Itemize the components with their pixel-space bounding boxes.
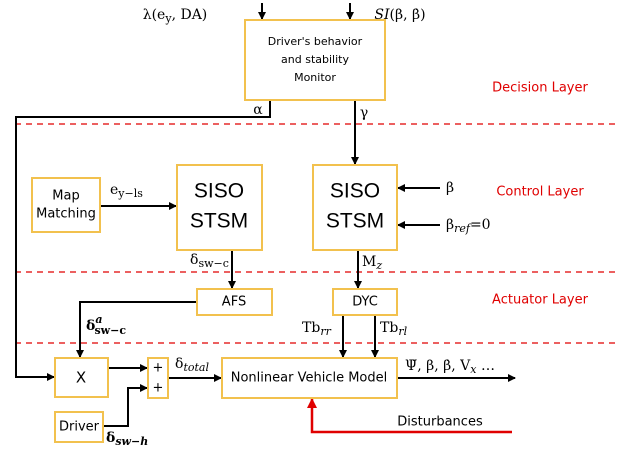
block-label: SISO <box>194 180 244 203</box>
signal-label: SI(β, β̇) <box>374 7 425 23</box>
signal-label: β <box>446 180 454 196</box>
layer-label: Control Layer <box>496 185 584 200</box>
signal-label: δa sw−c <box>86 313 126 337</box>
block-label: Driver <box>59 420 100 435</box>
monitor-block <box>244 19 386 101</box>
layer-label: Actuator Layer <box>492 293 589 308</box>
signal-label: α <box>253 102 263 118</box>
signal-label: Mz <box>362 254 382 272</box>
block-label: Map <box>52 189 79 204</box>
signal-label: Disturbances <box>397 415 483 430</box>
map-block <box>31 177 101 233</box>
signal-label: Ψ̇, β, β̇, Vx … <box>405 358 495 376</box>
block-label: X <box>76 369 86 387</box>
stsm-block <box>312 164 398 251</box>
signal-label: ey−ls <box>110 182 143 200</box>
block-label: Nonlinear Vehicle Model <box>231 371 387 386</box>
block-label: AFS <box>222 295 246 310</box>
driver-block <box>54 411 104 443</box>
block-label: SISO <box>330 180 380 203</box>
arrow <box>76 301 197 358</box>
signal-label: δsw−c <box>190 252 229 270</box>
signal-label: βref=0 <box>446 217 491 235</box>
signal-label: Tbrl <box>380 320 408 338</box>
arrow <box>103 384 148 427</box>
block-label: STSM <box>326 210 384 233</box>
block-label: Matching <box>36 207 96 222</box>
afs-block <box>196 288 273 316</box>
block-label: and stability <box>281 53 349 66</box>
signal-label: δsw−h <box>106 430 148 448</box>
block-label: STSM <box>190 210 248 233</box>
block-label: DYC <box>352 295 378 310</box>
sum-block <box>147 357 169 399</box>
signal-label: Tbrr <box>302 320 332 338</box>
dyc-block <box>332 288 398 316</box>
signal-label: λ(ey, DA) <box>143 7 208 25</box>
block-label: Monitor <box>294 71 336 84</box>
disturbance-arrow <box>307 398 512 434</box>
sum-sign: + <box>153 381 164 396</box>
arrow <box>15 100 271 381</box>
block-label: Driver's behavior <box>268 35 363 48</box>
signal-label: δtotal <box>175 356 209 374</box>
stsm-block <box>176 164 263 251</box>
layer-label: Decision Layer <box>492 81 588 96</box>
multiplier-block <box>54 357 109 398</box>
sum-sign: + <box>153 361 164 376</box>
vehicle-model-block <box>221 357 398 399</box>
signal-label: γ <box>360 105 368 121</box>
